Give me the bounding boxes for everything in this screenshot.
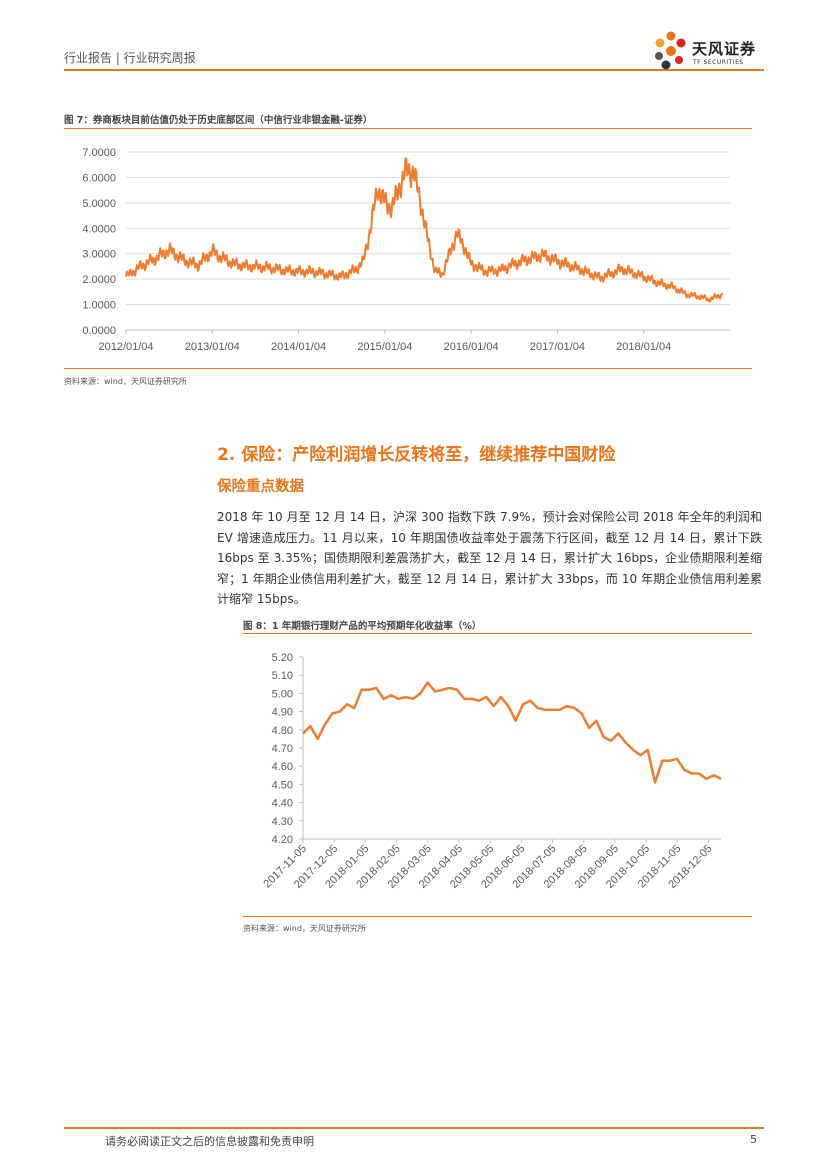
- y-tick-label: 4.20: [272, 834, 293, 846]
- y-tick-label: 4.90: [272, 707, 293, 719]
- y-tick-label: 4.30: [272, 816, 293, 828]
- yield-line-chart: 4.20 4.30 4.40 4.50 4.60 4.70 4.80 4.90 5.00 5.10…: [261, 652, 722, 891]
- company-logo: 天风证券 TF SECURITIES: [652, 30, 767, 75]
- y-tick-label: 4.40: [272, 798, 293, 810]
- x-tick-label: 2014/01/04: [271, 341, 326, 353]
- y-tick-label: 5.0000: [82, 198, 116, 210]
- page-number: 5: [750, 1133, 757, 1146]
- y-tick-label: 4.50: [272, 779, 293, 791]
- figure7-bottom-rule: [64, 368, 752, 369]
- logo-name: 天风证券: [692, 40, 757, 58]
- section-title: 2. 保险：产险利润增长反转将至，继续推荐中国财险: [217, 445, 616, 465]
- y-tick-label: 1.0000: [82, 300, 116, 312]
- figure7-top-rule: [64, 128, 752, 129]
- report-category: 行业报告 | 行业研究周报: [64, 51, 196, 65]
- y-tick-label: 4.70: [272, 743, 293, 755]
- y-tick-label: 6.0000: [82, 172, 116, 184]
- figure8-title: 图 8：1 年期银行理财产品的平均预期年化收益率（%）: [243, 621, 482, 632]
- section-subtitle: 保险重点数据: [217, 479, 304, 495]
- x-tick-label: 2016/01/04: [444, 341, 499, 353]
- logo-subtitle: TF SECURITIES: [693, 59, 744, 66]
- y-tick-label: 2.0000: [82, 274, 116, 286]
- x-tick-label: 2012/01/04: [98, 341, 153, 353]
- y-tick-label: 4.0000: [82, 223, 116, 235]
- x-tick-label: 2015/01/04: [357, 341, 412, 353]
- y-tick-label: 5.00: [272, 688, 293, 700]
- x-tick-label: 2013/01/04: [185, 341, 240, 353]
- x-tick-label: 2018/01/04: [616, 341, 671, 353]
- y-tick-label: 4.80: [272, 725, 293, 737]
- footer-divider: [64, 1127, 764, 1129]
- y-tick-label: 5.20: [272, 652, 293, 664]
- figure7-source: 资料来源：wind，天风证券研究所: [64, 377, 187, 386]
- valuation-line-chart: 0.0000 1.0000 2.0000 3.0000 4.0000 5.0000 6.00…: [82, 147, 730, 353]
- header-divider: [64, 69, 764, 71]
- y-tick-label: 3.0000: [82, 249, 116, 261]
- series-line-pb: [125, 157, 724, 303]
- y-tick-label: 4.60: [272, 761, 293, 773]
- x-tick-label: 2017/01/04: [530, 341, 585, 353]
- y-tick-label: 7.0000: [82, 147, 116, 159]
- body-paragraph: 2018 年 10 月至 12 月 14 日，沪深 300 指数下跌 7.9%，…: [217, 510, 762, 606]
- y-tick-label: 0.0000: [82, 325, 116, 337]
- figure8-bottom-rule: [243, 916, 752, 917]
- flower-logo-icon: [655, 31, 686, 70]
- figure8-top-rule: [243, 633, 752, 634]
- y-tick-label: 5.10: [272, 670, 293, 682]
- figure7-title: 图 7：券商板块目前估值仍处于历史底部区间（中信行业非银金融-证券）: [64, 115, 373, 126]
- figure8-source: 资料来源：wind，天风证券研究所: [243, 924, 366, 933]
- footer-disclaimer: 请务必阅读正文之后的信息披露和免责申明: [105, 1135, 314, 1148]
- series-line-yield: [302, 681, 722, 784]
